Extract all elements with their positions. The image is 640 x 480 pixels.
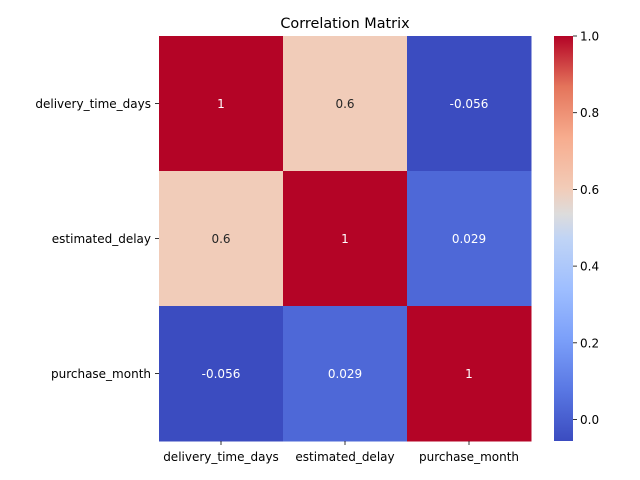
- colorbar-tick-label: 0.8: [580, 106, 599, 120]
- cell-value-label: -0.056: [202, 367, 241, 381]
- cell-value-label: 1: [217, 97, 225, 111]
- cell-annotations: 1 0.6 -0.056 0.6 1 0.029 -0.056 0.029 1: [202, 97, 489, 381]
- x-tick-label: estimated_delay: [295, 450, 394, 464]
- heatmap-cells: [159, 36, 532, 442]
- cell-value-label: -0.056: [450, 97, 489, 111]
- x-tick-label: purchase_month: [419, 450, 519, 464]
- cell-value-label: 0.029: [452, 232, 486, 246]
- colorbar-tick-label: 0.2: [580, 336, 599, 350]
- colorbar: [554, 36, 573, 441]
- colorbar-tick-label: 0.0: [580, 413, 599, 427]
- x-axis-ticks: delivery_time_days estimated_delay purchas…: [163, 441, 519, 464]
- colorbar-tick-label: 1.0: [580, 30, 599, 44]
- heatmap-cell: [159, 36, 284, 172]
- heatmap-cell: [407, 306, 532, 442]
- heatmap-cell: [283, 306, 408, 442]
- cell-value-label: 1: [341, 232, 349, 246]
- heatmap-cell: [283, 171, 408, 307]
- y-tick-label: estimated_delay: [52, 232, 151, 246]
- x-tick-label: delivery_time_days: [163, 450, 279, 464]
- colorbar-tick-label: 0.4: [580, 260, 599, 274]
- colorbar-ticks: 0.0 0.2 0.4 0.6 0.8 1.0: [573, 30, 599, 427]
- heatmap-cell: [283, 36, 408, 172]
- cell-value-label: 0.029: [328, 367, 362, 381]
- heatmap-cell: [407, 36, 532, 172]
- heatmap-cell: [407, 171, 532, 307]
- heatmap-cell: [159, 306, 284, 442]
- cell-value-label: 0.6: [335, 97, 354, 111]
- y-axis-ticks: delivery_time_days estimated_delaypurchas…: [35, 97, 159, 381]
- cell-value-label: 1: [465, 367, 473, 381]
- y-tick-label: delivery_time_days: [35, 97, 151, 111]
- colorbar-tick-label: 0.6: [580, 183, 599, 197]
- cell-value-label: 0.6: [211, 232, 230, 246]
- chart-title: Correlation Matrix: [280, 16, 410, 32]
- heatmap-cell: [159, 171, 284, 307]
- y-tick-label: purchase_month: [51, 367, 151, 381]
